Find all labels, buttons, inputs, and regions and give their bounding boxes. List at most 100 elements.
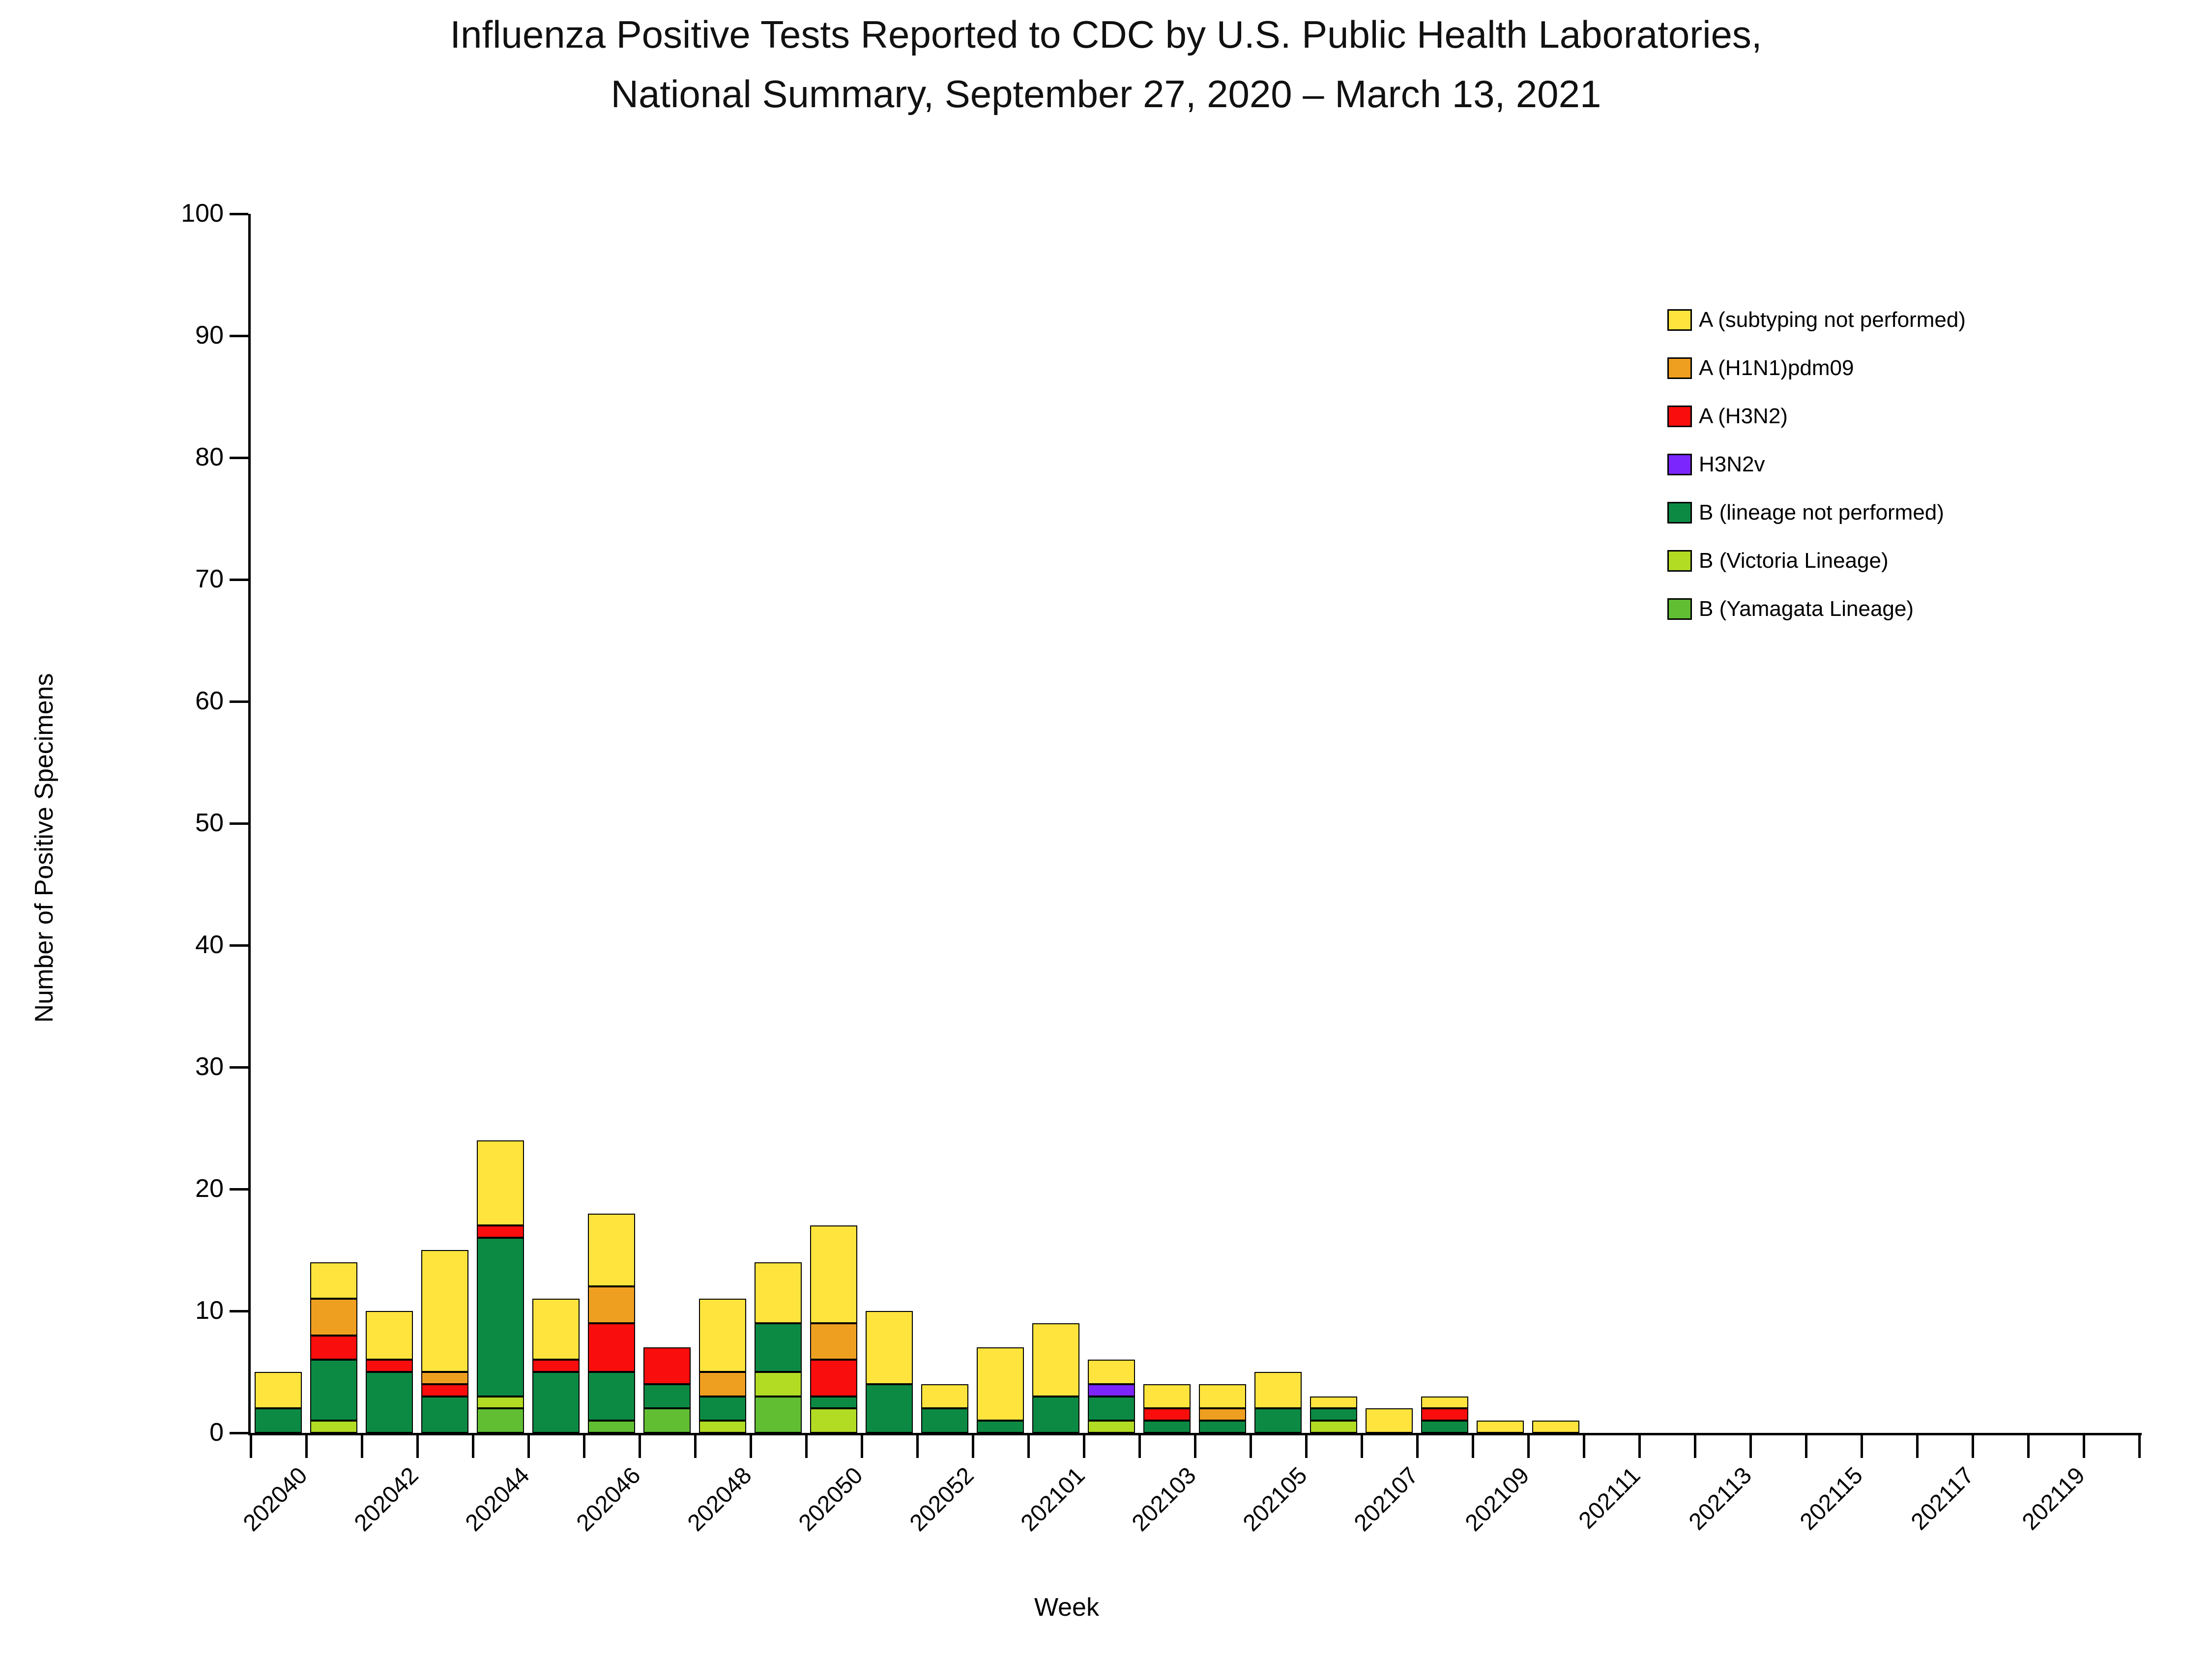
legend-row: A (subtyping not performed)	[1667, 309, 1966, 331]
chart-title: Influenza Positive Tests Reported to CDC…	[0, 5, 2212, 124]
x-axis-tick-label-text: 202117	[1906, 1462, 1979, 1536]
bar-segment-202046-a-subtyping-not-performed	[588, 1213, 635, 1287]
bar-segment-202040-b-lineage-not-performed	[255, 1408, 302, 1433]
x-axis-tick-label-text: 202044	[461, 1462, 535, 1537]
bar-segment-202103-b-lineage-not-performed	[1143, 1421, 1191, 1433]
bar-segment-202102-b-lineage-not-performed	[1088, 1396, 1135, 1421]
y-axis-tick-label: 10	[195, 1296, 224, 1325]
bar-segment-202045-a-subtyping-not-performed	[532, 1299, 580, 1360]
y-axis-tick	[230, 822, 248, 825]
y-axis-tick-label: 50	[195, 809, 224, 837]
bar-segment-202050-b-lineage-not-performed	[810, 1396, 857, 1409]
legend-label: B (lineage not performed)	[1699, 500, 1944, 524]
bar-segment-202046-a-h1n1-pdm09	[588, 1286, 635, 1323]
bar-segment-202051-a-subtyping-not-performed	[866, 1311, 913, 1384]
x-axis-tick-label-text: 202103	[1127, 1462, 1201, 1537]
x-axis-tick-label-text: 202111	[1574, 1462, 1646, 1534]
bar-segment-202041-b-victoria-lineage	[310, 1421, 357, 1433]
legend-label: A (H1N1)pdm09	[1699, 356, 1854, 380]
x-axis-tick	[1194, 1435, 1196, 1458]
bar-segment-202050-a-h1n1-pdm09	[810, 1323, 857, 1360]
x-axis-tick-label-text: 202048	[683, 1462, 757, 1537]
bar-week-202052	[921, 1384, 968, 1433]
bar-segment-202048-b-lineage-not-performed	[699, 1396, 746, 1421]
x-axis-tick	[1138, 1435, 1141, 1458]
bar-segment-202042-a-h3n2	[366, 1360, 413, 1372]
bar-segment-202044-b-victoria-lineage	[477, 1396, 524, 1409]
bar-segment-202044-a-subtyping-not-performed	[477, 1140, 524, 1226]
bar-segment-202050-b-victoria-lineage	[810, 1408, 857, 1433]
bar-segment-202102-h3n2v	[1088, 1384, 1135, 1397]
legend-row: A (H1N1)pdm09	[1667, 357, 1966, 379]
x-axis-tick	[305, 1435, 308, 1458]
x-axis-tick	[1472, 1435, 1474, 1458]
x-axis-tick	[805, 1435, 808, 1458]
bar-segment-202052-b-lineage-not-performed	[921, 1408, 968, 1433]
x-axis-tick-label-text: 202119	[2017, 1462, 2090, 1536]
bar-segment-202041-a-h3n2	[310, 1335, 357, 1360]
x-axis-tick	[583, 1435, 585, 1458]
bar-segment-202050-a-h3n2	[810, 1360, 857, 1397]
bar-week-202101	[1032, 1323, 1079, 1433]
x-axis-tick-label-text: 202052	[905, 1462, 979, 1537]
bar-week-202044	[477, 1140, 524, 1433]
x-axis-tick-label-text: 202115	[1795, 1462, 1868, 1536]
bar-segment-202049-b-lineage-not-performed	[755, 1323, 802, 1372]
bar-week-202105	[1254, 1372, 1302, 1433]
bar-segment-202104-a-subtyping-not-performed	[1199, 1384, 1246, 1409]
x-axis-tick	[1083, 1435, 1085, 1458]
x-axis-tick	[472, 1435, 474, 1458]
bar-segment-202110-a-subtyping-not-performed	[1532, 1421, 1579, 1433]
x-axis-tick	[916, 1435, 919, 1458]
x-axis-tick	[527, 1435, 530, 1458]
x-axis-tick	[972, 1435, 974, 1458]
x-axis-tick	[1527, 1435, 1530, 1458]
x-axis-tick	[861, 1435, 863, 1458]
bar-segment-202040-a-subtyping-not-performed	[255, 1372, 302, 1409]
bar-segment-202047-b-yamagata-lineage	[643, 1408, 691, 1433]
y-axis-tick-label: 30	[195, 1052, 224, 1081]
x-axis-tick-label-text: 202109	[1460, 1462, 1535, 1537]
legend-swatch-icon	[1667, 550, 1692, 572]
legend-swatch-icon	[1667, 454, 1692, 475]
x-axis-tick	[1805, 1435, 1807, 1458]
bar-segment-202106-b-victoria-lineage	[1310, 1421, 1357, 1433]
legend-swatch-icon	[1667, 309, 1692, 331]
bar-segment-202104-b-lineage-not-performed	[1199, 1421, 1246, 1433]
bar-segment-202052-a-subtyping-not-performed	[921, 1384, 968, 1409]
bar-week-202042	[366, 1311, 413, 1433]
x-axis-tick	[1694, 1435, 1696, 1458]
bar-segment-202046-a-h3n2	[588, 1323, 635, 1372]
bar-segment-202046-b-yamagata-lineage	[588, 1421, 635, 1433]
bar-segment-202048-a-subtyping-not-performed	[699, 1299, 746, 1372]
bar-segment-202050-a-subtyping-not-performed	[810, 1225, 857, 1323]
bar-segment-202053-b-lineage-not-performed	[977, 1421, 1024, 1433]
bar-segment-202047-b-lineage-not-performed	[643, 1384, 691, 1409]
bar-segment-202104-a-h1n1-pdm09	[1199, 1408, 1246, 1421]
bar-segment-202107-a-subtyping-not-performed	[1366, 1408, 1413, 1433]
bar-segment-202108-a-subtyping-not-performed	[1421, 1396, 1468, 1409]
x-axis-tick	[1027, 1435, 1030, 1458]
legend-label: H3N2v	[1699, 452, 1765, 476]
x-axis-tick	[2027, 1435, 2030, 1458]
bar-segment-202043-a-h1n1-pdm09	[421, 1372, 468, 1384]
legend-row: A (H3N2)	[1667, 405, 1966, 428]
y-axis-tick-label: 80	[195, 443, 224, 471]
legend-swatch-icon	[1667, 357, 1692, 379]
x-axis-tick-label-text: 202040	[238, 1462, 313, 1537]
x-axis-tick-label-text: 202107	[1349, 1462, 1424, 1537]
x-axis-tick	[639, 1435, 641, 1458]
y-axis-line	[248, 214, 251, 1435]
x-axis-tick	[1305, 1435, 1308, 1458]
bar-segment-202042-b-lineage-not-performed	[366, 1372, 413, 1433]
y-axis-tick	[230, 1188, 248, 1191]
bar-segment-202051-b-lineage-not-performed	[866, 1384, 913, 1433]
bar-segment-202102-a-subtyping-not-performed	[1088, 1360, 1135, 1384]
bar-segment-202045-b-lineage-not-performed	[532, 1372, 580, 1433]
y-axis-tick-label: 20	[195, 1174, 224, 1203]
y-axis-tick	[230, 335, 248, 337]
bar-segment-202049-a-subtyping-not-performed	[755, 1262, 802, 1323]
bar-segment-202046-b-lineage-not-performed	[588, 1372, 635, 1421]
bar-segment-202049-b-victoria-lineage	[755, 1372, 802, 1397]
x-axis-tick	[750, 1435, 752, 1458]
